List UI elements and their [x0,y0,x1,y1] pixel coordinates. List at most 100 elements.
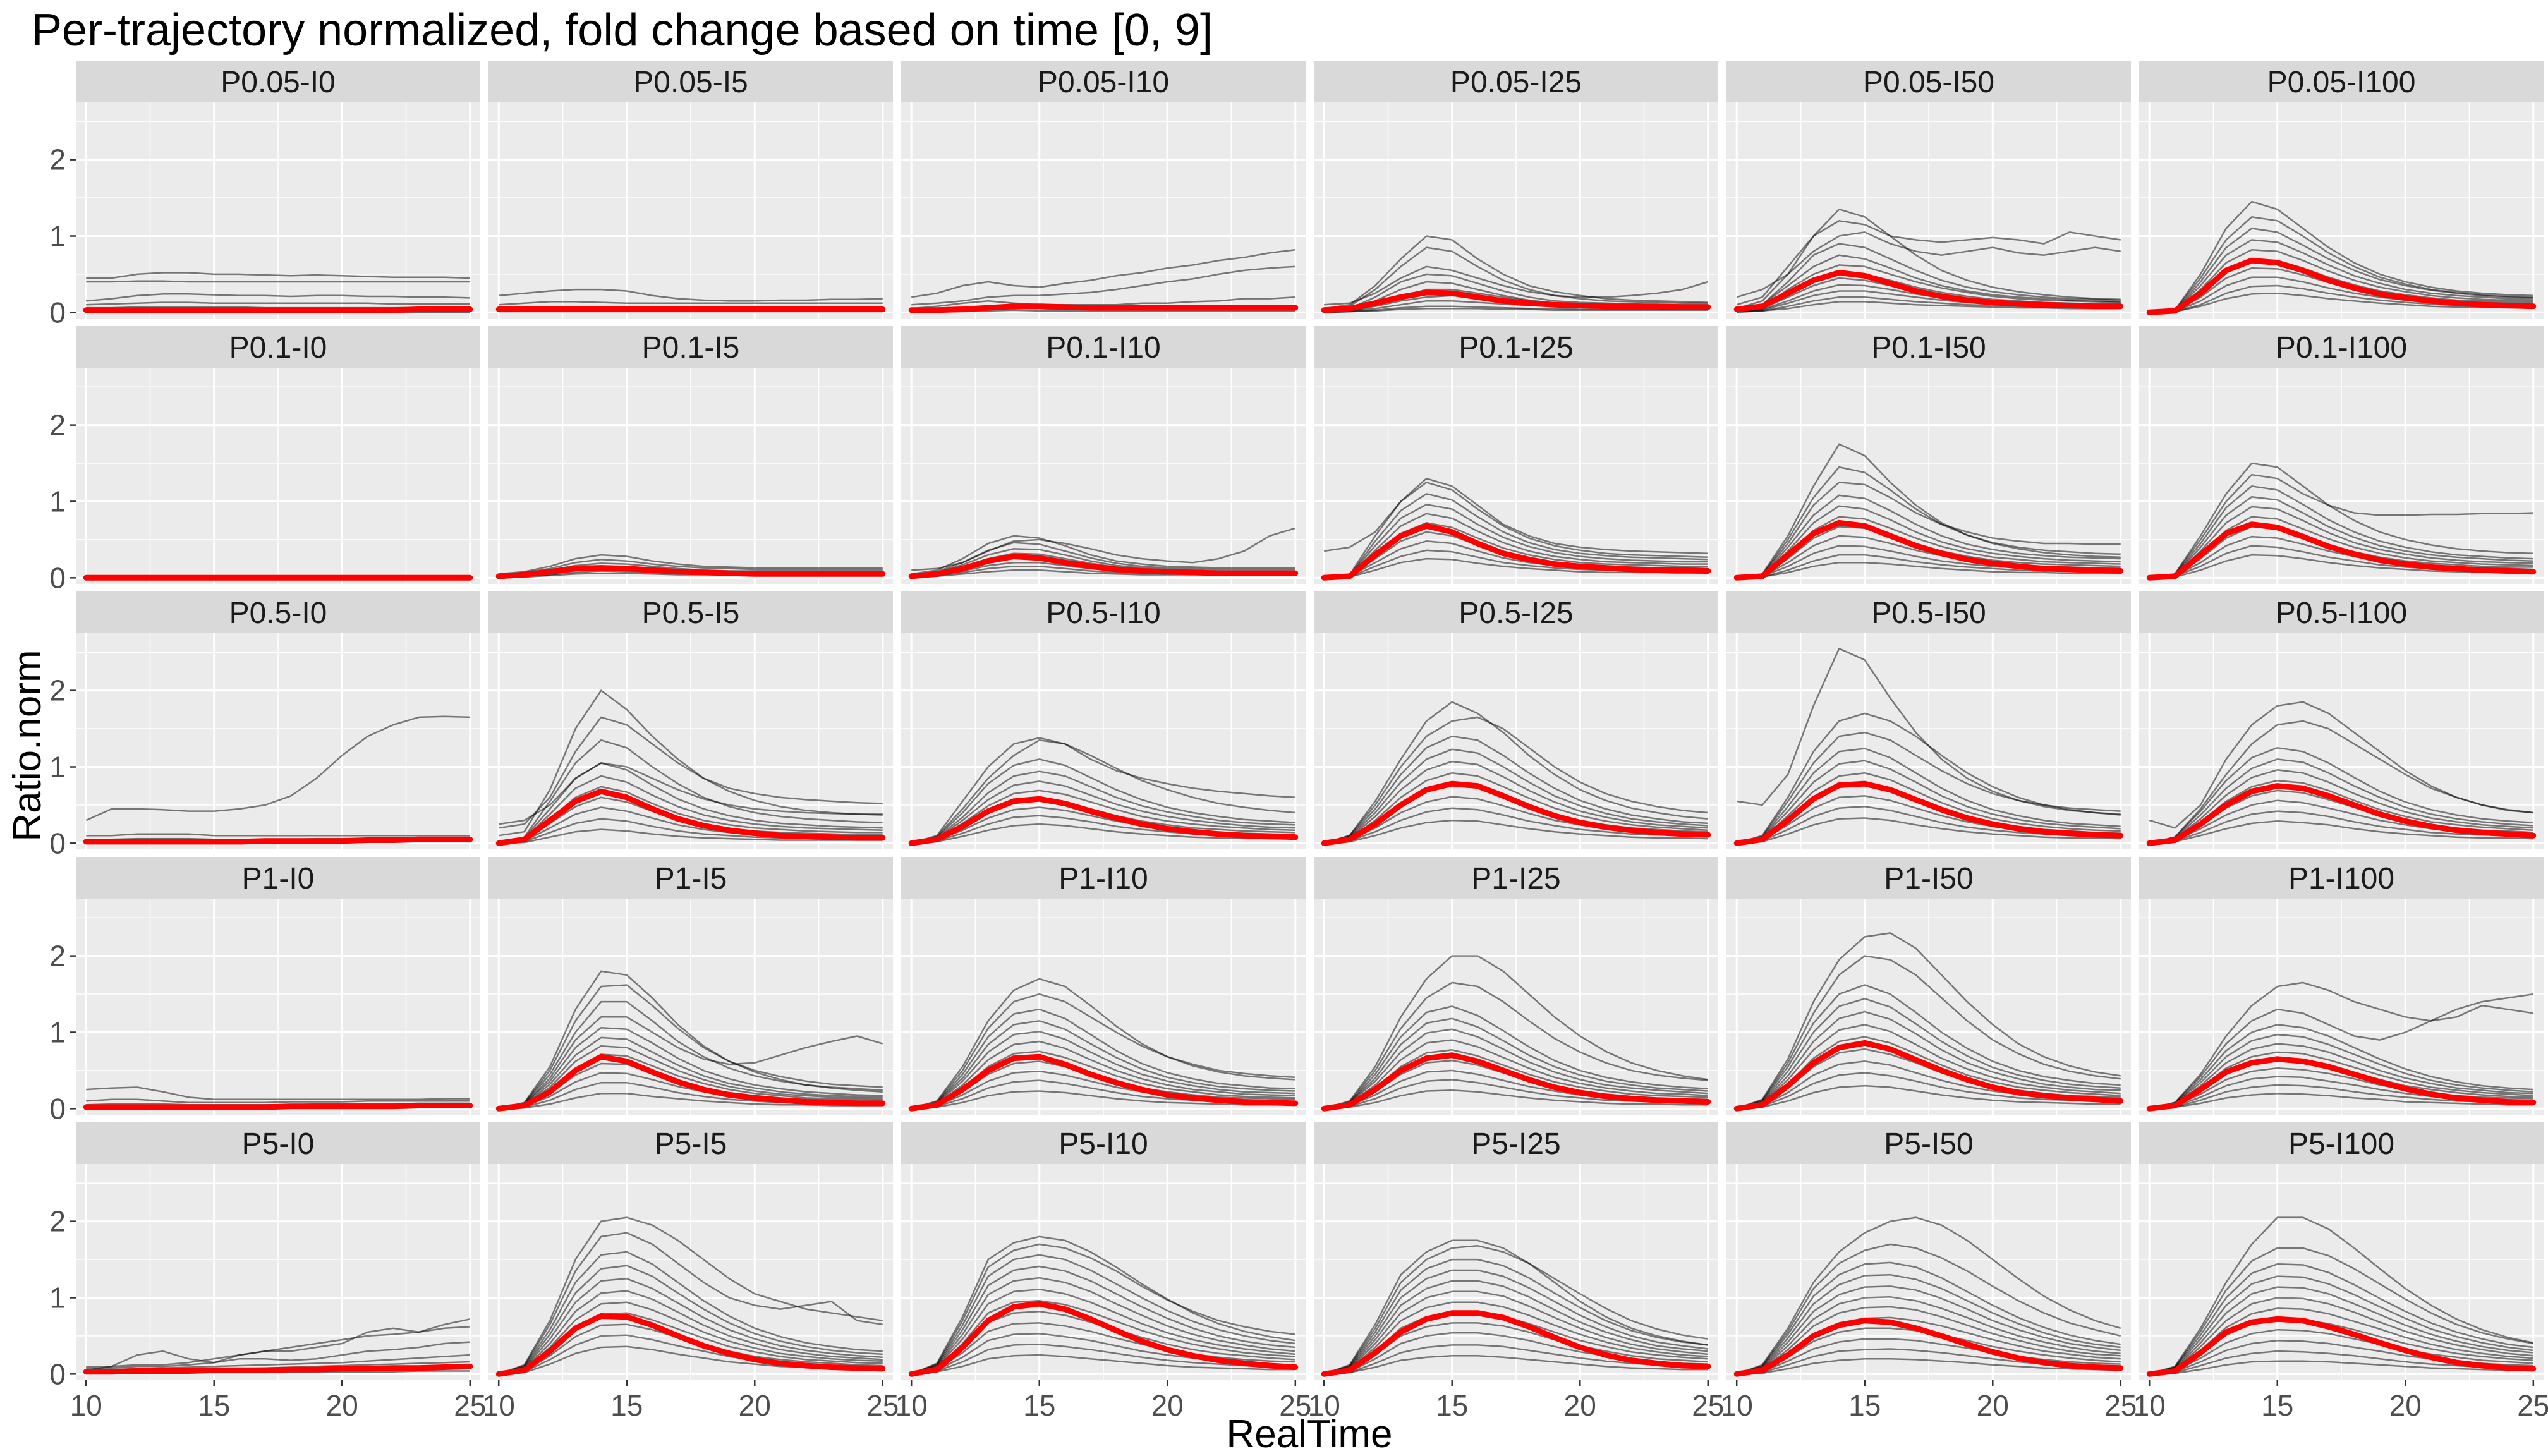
x-tick-label: 20 [2389,1389,2422,1422]
facet-panel: P0.5-I25 [1314,592,1718,849]
facet-label: P1-I5 [655,862,727,895]
trajectory-line [1324,482,1708,579]
trajectory-line [2149,200,2533,313]
facet-label: P0.1-I100 [2276,331,2407,365]
facet-label: P0.1-I10 [1046,331,1160,365]
trajectory-line [1736,731,2121,844]
trajectory-line [1737,264,2121,312]
trajectory-line [911,739,1295,844]
facet-panel: P0.5-I5 [488,592,893,849]
facet-panel: P0.1-I10 [901,326,1306,584]
trajectory-line [911,1008,1295,1110]
facet-strip [1726,592,2131,633]
trajectory-line [2149,1247,2534,1375]
trajectory-line [911,1235,1295,1375]
trajectory-line [498,1265,883,1375]
trajectory-line [2149,228,2533,313]
x-tick-label: 20 [739,1389,771,1422]
trajectory-line [1324,246,1708,310]
trajectory-line [498,1301,883,1375]
trajectory-line [498,739,883,844]
mean-line [1733,1040,2124,1112]
series-group [2146,200,2537,315]
x-tick-label: 10 [2133,1389,2166,1422]
facet-panel: P0.05-I0 0 1 2 [49,61,480,329]
series-group [83,1086,473,1110]
trajectory-line [498,1000,883,1110]
trajectory-line [1323,772,1708,844]
trajectory-line [1323,1290,1708,1375]
x-tick-label: 15 [198,1389,230,1422]
facet-strip [901,61,1306,102]
facet-strip [2139,61,2544,102]
series-group [1733,443,2124,581]
facet-panel: P5-I0 0 1 2 10 15 20 25 [49,1122,486,1422]
trajectory-line [1736,772,2121,844]
x-tick-label: 15 [2261,1389,2293,1422]
facet-label: P5-I10 [1059,1127,1148,1161]
trajectory-line [498,1278,883,1375]
trajectory-line [1323,760,1708,844]
trajectory-line [2149,1024,2533,1110]
trajectory-line [2149,758,2533,844]
facet-strip [488,61,893,102]
facet-panel: P0.5-I0 0 1 2 [49,592,480,859]
series-group [83,272,473,313]
trajectory-line [1323,1301,1708,1375]
facet-strip [488,1122,893,1164]
facet-label: P5-I50 [1884,1127,1973,1161]
facet-strip [76,592,480,633]
y-tick-label: 0 [49,296,66,329]
trajectory-line [86,1098,470,1103]
series-group [908,527,1299,579]
trajectory-line [86,293,470,302]
y-axis-title: Ratio.norm [6,650,49,841]
x-tick-label: 25 [454,1389,486,1422]
trajectory-line [1737,1357,2121,1375]
series-group [495,689,886,846]
trajectory-line [2149,1360,2533,1375]
facet-panel: P5-I5 10 15 20 25 [483,1122,899,1422]
trajectory-line [911,789,1295,844]
facet-label: P0.5-I50 [1871,597,1986,630]
trajectory-line [1324,308,1708,313]
mean-line [1321,523,1711,581]
trajectory-line [1323,955,1708,1110]
trajectory-line [2149,720,2533,844]
facet-panel: P0.5-I100 [2139,592,2544,849]
mean-line [1321,780,1711,846]
facet-strip [1314,326,1718,368]
trajectory-line [1323,1028,1708,1110]
trajectory-line [499,288,883,302]
trajectory-line [911,248,1295,298]
trajectory-line [499,1036,883,1110]
trajectory-line [86,1341,470,1369]
trajectory-line [1736,760,2121,844]
trajectory-line [1737,1084,2121,1110]
mean-line [1321,1052,1711,1112]
facet-panel: P5-I50 10 15 20 25 [1721,1122,2137,1422]
series-group [908,248,1299,313]
trajectory-line [1736,748,2121,844]
series-group [495,1216,886,1377]
trajectory-line [1737,494,2121,579]
trajectory-line [86,1086,470,1101]
trajectory-line [1324,819,1708,844]
y-tick-label: 2 [49,1205,66,1238]
series-group [908,1235,1299,1377]
facet-strip [2139,1122,2544,1164]
trajectory-line [499,689,883,837]
facet-label: P0.5-I5 [642,597,740,630]
trajectory-line [1323,1239,1708,1375]
trajectory-line [1737,561,2121,579]
x-tick-label: 20 [1151,1389,1184,1422]
facet-strip [1726,326,2131,368]
mean-line [908,303,1299,313]
y-tick-label: 0 [49,561,66,594]
x-tick-label: 25 [866,1389,899,1422]
trajectory-line [911,1243,1295,1375]
mean-line [1321,1310,1711,1377]
trajectory-line [1736,932,2121,1110]
facet-label: P0.1-I5 [642,331,740,365]
mean-line [495,1053,886,1112]
